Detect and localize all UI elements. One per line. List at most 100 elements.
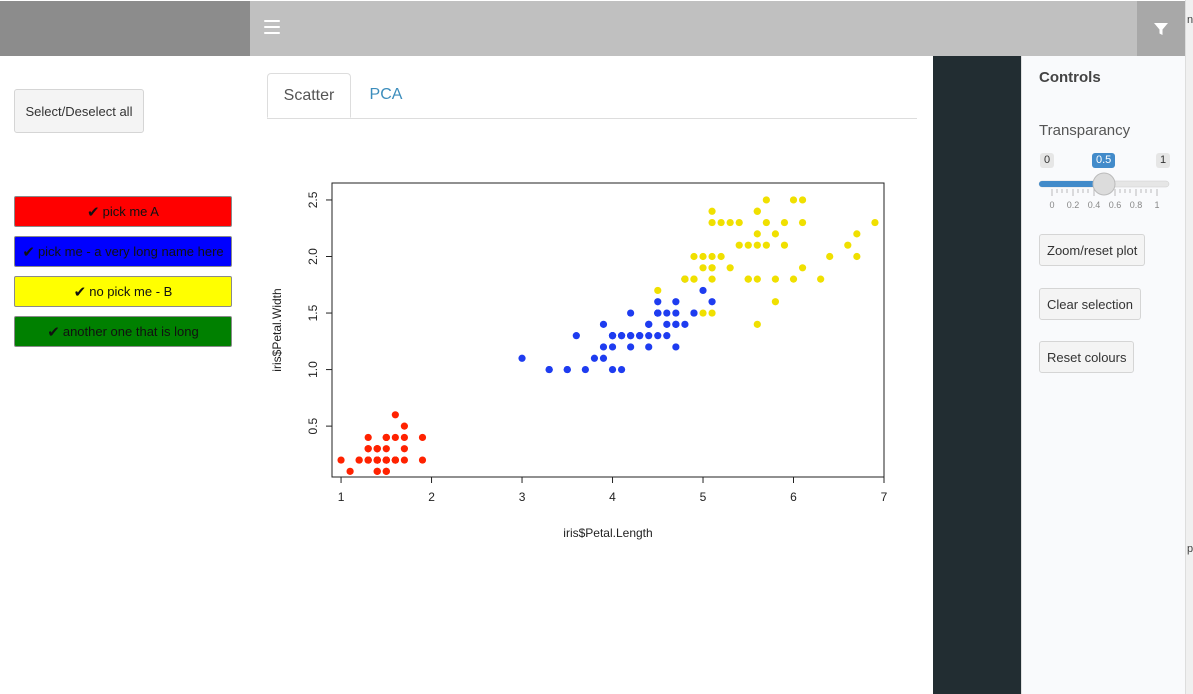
filter-toggle-button[interactable]	[1137, 1, 1185, 56]
data-point	[744, 241, 752, 249]
clear-selection-button[interactable]: Clear selection	[1039, 288, 1141, 320]
pick-button-another[interactable]: ✔ another one that is long	[14, 316, 232, 347]
data-point	[654, 286, 662, 295]
check-icon: ✔	[87, 203, 100, 221]
data-point	[762, 196, 770, 204]
data-point	[418, 433, 427, 442]
data-point	[663, 332, 671, 340]
data-point	[364, 456, 372, 464]
pick-label: pick me A	[102, 204, 159, 219]
data-point	[735, 218, 743, 227]
reset-colours-button[interactable]: Reset colours	[1039, 341, 1135, 373]
data-point	[373, 456, 381, 464]
controls-panel: Controls Transparancy 0 0.5 1 0 0.2 0.4 …	[1021, 56, 1185, 694]
data-point	[744, 275, 752, 283]
data-point	[400, 433, 408, 442]
check-icon: ✔	[22, 243, 35, 261]
data-point	[798, 264, 807, 272]
data-point	[599, 343, 608, 351]
x-tick-label: 2	[428, 490, 435, 504]
data-point	[753, 230, 761, 238]
data-point	[654, 332, 662, 340]
y-tick-label: 2.0	[306, 248, 320, 265]
data-point	[346, 467, 354, 475]
tab-bar: Scatter PCA	[267, 73, 917, 119]
plot-frame	[331, 182, 885, 478]
data-point	[762, 241, 770, 249]
slider-tick: 0.2	[1067, 200, 1080, 210]
pick-label: pick me - a very long name here	[37, 244, 224, 259]
data-point	[826, 252, 834, 261]
data-point	[382, 467, 390, 475]
data-point	[599, 320, 608, 328]
data-point	[753, 207, 761, 215]
x-tick-label: 1	[338, 490, 345, 504]
pick-button-a[interactable]: ✔ pick me A	[14, 196, 232, 227]
x-axis-label: iris$Petal.Length	[563, 526, 652, 540]
data-point	[798, 218, 807, 227]
data-point	[627, 309, 635, 317]
data-point	[690, 252, 698, 261]
data-point	[708, 218, 716, 227]
data-point	[355, 456, 363, 464]
data-point	[780, 218, 789, 227]
tab-pca[interactable]: PCA	[369, 86, 403, 103]
data-point	[663, 320, 671, 328]
data-point	[789, 275, 798, 283]
data-point	[672, 298, 680, 306]
slider-max-label: 1	[1156, 153, 1171, 168]
pick-label: no pick me - B	[89, 284, 173, 299]
pick-button-long-name[interactable]: ✔ pick me - a very long name here	[14, 236, 232, 267]
data-point	[572, 332, 580, 340]
right-edge-text: pt	[1187, 543, 1193, 555]
data-point	[789, 196, 798, 204]
data-point	[771, 230, 780, 238]
transparency-slider[interactable]: 0 0.2 0.4 0.6 0.8 1	[1037, 172, 1177, 217]
data-point	[780, 241, 789, 249]
data-point	[681, 320, 689, 328]
zoom-reset-plot-button[interactable]: Zoom/reset plot	[1039, 234, 1146, 266]
tab-scatter[interactable]: Scatter	[267, 73, 351, 118]
x-axis: 1 2 3 4 5 6 7	[338, 476, 888, 504]
data-point	[681, 275, 689, 283]
data-point	[771, 275, 780, 283]
data-point	[844, 241, 852, 249]
data-point	[617, 365, 626, 374]
data-point	[645, 332, 653, 340]
data-point	[672, 343, 680, 351]
data-point	[690, 275, 698, 283]
data-point	[382, 445, 390, 453]
data-point	[590, 354, 599, 362]
data-point	[871, 218, 879, 227]
right-edge-text: n	[1187, 14, 1193, 26]
data-point	[672, 320, 680, 328]
data-point	[699, 309, 707, 317]
slider-value-badge: 0.5	[1092, 153, 1116, 168]
data-point	[708, 207, 716, 215]
slider-tick: 0.4	[1088, 200, 1101, 210]
data-point	[699, 252, 707, 261]
data-point	[373, 467, 381, 475]
slider-min-label: 0	[1040, 153, 1055, 168]
controls-title: Controls	[1039, 69, 1101, 86]
data-point	[690, 309, 698, 317]
scatter-plot[interactable]: 1 2 3 4 5 6 7 0.5 1.0 1.5 2.0 2.5 iris$Petal.Lengt…	[267, 170, 897, 550]
pick-label: another one that is long	[62, 324, 199, 339]
slider-tick: 0.6	[1109, 200, 1122, 210]
pick-button-b[interactable]: ✔ no pick me - B	[14, 276, 232, 307]
data-point	[545, 365, 553, 374]
data-point	[581, 365, 589, 374]
data-point	[337, 456, 345, 464]
data-point	[654, 298, 662, 306]
data-point	[753, 320, 761, 328]
y-axis-label: iris$Petal.Width	[270, 288, 284, 371]
data-point	[518, 354, 526, 362]
data-point	[391, 411, 399, 419]
hamburger-icon[interactable]	[264, 20, 280, 36]
select-deselect-all-button[interactable]: Select/Deselect all	[14, 89, 144, 133]
data-point	[400, 445, 408, 453]
data-point	[627, 332, 635, 340]
y-tick-label: 2.5	[306, 191, 320, 208]
slider-handle	[1092, 172, 1116, 196]
data-point	[726, 264, 734, 272]
